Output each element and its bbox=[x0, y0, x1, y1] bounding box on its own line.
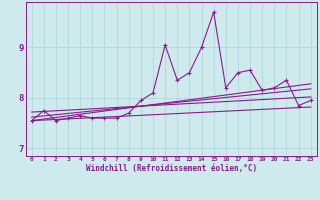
X-axis label: Windchill (Refroidissement éolien,°C): Windchill (Refroidissement éolien,°C) bbox=[86, 164, 257, 173]
